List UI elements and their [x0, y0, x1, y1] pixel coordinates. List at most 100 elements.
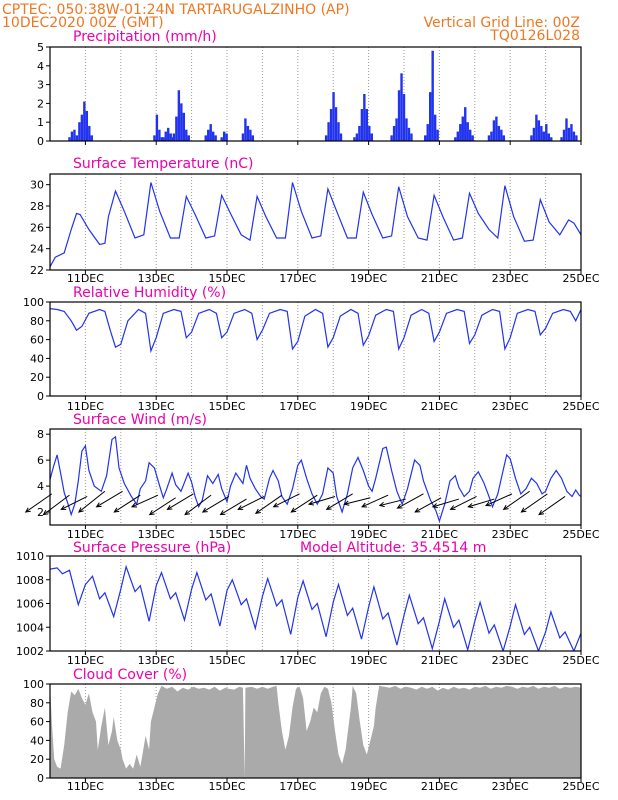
- header-location: CPTEC: 050:38W-01:24N TARTARUGALZINHO (A…: [2, 2, 350, 18]
- temperature-xtick-label: 15DEC: [208, 272, 245, 285]
- precip-bar: [560, 137, 563, 141]
- precip-bar: [73, 129, 76, 141]
- precip-bar: [153, 135, 156, 141]
- precip-bar: [547, 133, 550, 141]
- wind-ytick-label: 2: [37, 506, 44, 519]
- humidity-xtick-label: 25DEC: [562, 400, 599, 413]
- precip-bar: [169, 133, 172, 141]
- wind-vector-head: [201, 507, 208, 513]
- precip-bar: [502, 135, 506, 141]
- precip-bar: [428, 92, 432, 141]
- wind-xtick-label: 19DEC: [350, 528, 387, 541]
- humidity-xtick-label: 19DEC: [350, 400, 387, 413]
- cloud-ytick-label: 20: [30, 753, 44, 766]
- wind-vector: [78, 490, 106, 513]
- header-grid-note: Vertical Grid Line: 00Z: [424, 15, 580, 31]
- wind-vector: [113, 494, 141, 513]
- precip-bar: [530, 135, 533, 141]
- pressure-line: [50, 564, 581, 651]
- precip-bar: [454, 137, 457, 141]
- precip-ytick-label: 0: [37, 135, 44, 148]
- wind-xtick-label: 11DEC: [67, 528, 104, 541]
- wind-vector-head: [449, 505, 456, 510]
- pressure-frame: [49, 555, 582, 652]
- precip-bar: [365, 109, 369, 141]
- wind-vector-head: [42, 509, 49, 516]
- precip-bar: [244, 118, 247, 141]
- precip-bar: [251, 135, 255, 141]
- cloud-xtick-label: 21DEC: [421, 780, 458, 793]
- temperature-xtick-label: 11DEC: [67, 272, 104, 285]
- pressure-ytick-label: 1010: [16, 550, 44, 563]
- precip-bar: [466, 122, 469, 141]
- precip-bar: [88, 125, 91, 141]
- precip-bar: [83, 101, 86, 141]
- wind-vector-head: [484, 501, 492, 507]
- precip-bar: [392, 125, 396, 141]
- humidity-xtick-label: 17DEC: [279, 400, 316, 413]
- pressure-ytick-label: 1008: [16, 574, 44, 587]
- wind-vector-head: [520, 507, 527, 513]
- cloud-area: [50, 684, 581, 778]
- precip-bar: [459, 124, 462, 141]
- precip-bar: [402, 94, 406, 141]
- precip-bar: [542, 131, 546, 141]
- humidity-ytick-label: 80: [30, 315, 44, 328]
- precip-bar: [155, 114, 159, 141]
- precip-bar: [562, 129, 566, 141]
- wind-vector-head: [325, 505, 332, 510]
- wind-vector: [414, 497, 442, 513]
- precip-bar: [68, 137, 71, 141]
- precip-bar: [220, 137, 223, 141]
- precip-bar: [405, 118, 408, 141]
- wind-vector: [361, 494, 389, 508]
- wind-xtick-label: 13DEC: [138, 528, 175, 541]
- precip-title: Precipitation (mm/h): [73, 29, 217, 45]
- cloud-xtick-label: 19DEC: [350, 780, 387, 793]
- wind-vector-head: [95, 502, 102, 508]
- pressure-xtick-label: 19DEC: [350, 654, 387, 667]
- cloud-title: Cloud Cover (%): [73, 667, 187, 683]
- temperature-xtick-label: 23DEC: [492, 272, 529, 285]
- precip-bar: [175, 116, 178, 141]
- precip-bar: [172, 133, 176, 141]
- pressure-ytick-label: 1006: [16, 598, 44, 611]
- precip-bar: [431, 50, 434, 142]
- precip-bar: [225, 133, 228, 141]
- precip-bar: [332, 92, 335, 141]
- precip-bar: [545, 124, 548, 141]
- wind-vector-head: [219, 510, 226, 516]
- wind-ytick-label: 6: [37, 454, 44, 467]
- humidity-title: Relative Humidity (%): [73, 285, 226, 301]
- precip-bar: [532, 127, 536, 141]
- temperature-ytick-label: 26: [30, 221, 44, 234]
- precip-bar: [395, 118, 398, 141]
- cloud-xtick-label: 25DEC: [562, 780, 599, 793]
- precip-bar: [565, 118, 568, 141]
- precip-ytick-label: 4: [37, 60, 44, 73]
- precip-bar: [78, 122, 81, 141]
- humidity-xtick-label: 23DEC: [492, 400, 529, 413]
- temperature-xtick-label: 13DEC: [138, 272, 175, 285]
- wind-vector-head: [272, 502, 279, 508]
- precip-bar: [211, 131, 215, 141]
- precip-bar: [334, 107, 338, 141]
- precip-bar: [177, 90, 181, 141]
- wind-vector-head: [290, 507, 297, 513]
- temperature-xtick-label: 19DEC: [350, 272, 387, 285]
- precip-bar: [353, 137, 356, 141]
- wind-vector: [96, 490, 123, 508]
- precip-bar: [567, 127, 571, 141]
- humidity-ytick-label: 20: [30, 371, 44, 384]
- precip-bar: [360, 109, 364, 141]
- wind-vector: [485, 493, 513, 506]
- precip-bar: [339, 133, 343, 141]
- precip-bar: [575, 135, 578, 141]
- wind-ytick-label: 8: [37, 428, 44, 441]
- pressure-panel: 1002 1004 1006 1008 1010 11DEC 13DEC 15DEC 17DEC…: [16, 550, 600, 667]
- wind-vector: [538, 496, 566, 516]
- wind-vector: [468, 498, 495, 508]
- wind-vector: [290, 494, 318, 513]
- pressure-xtick-label: 13DEC: [138, 654, 175, 667]
- cloud-ytick-label: 40: [30, 734, 44, 747]
